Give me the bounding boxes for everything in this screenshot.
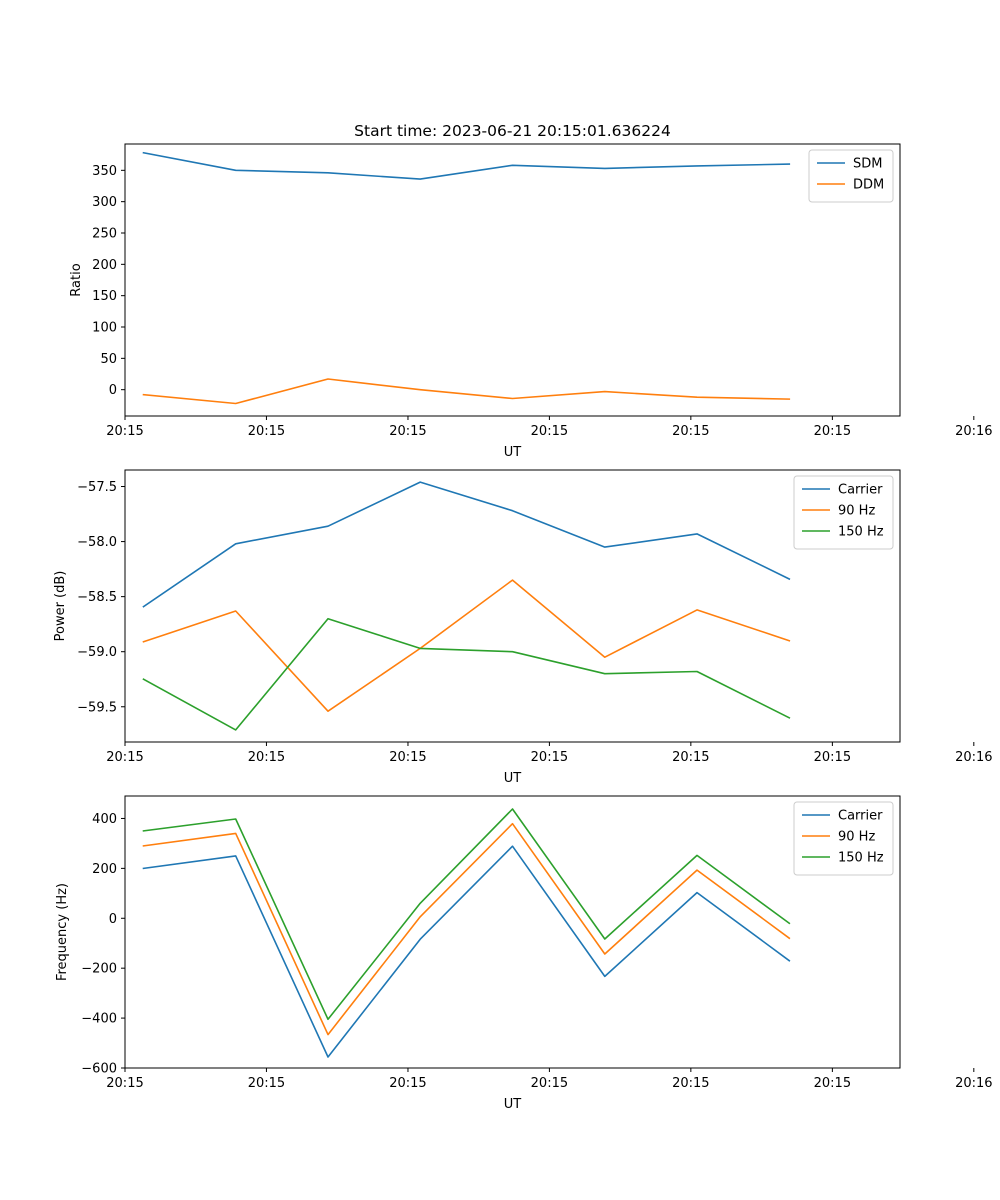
y-tick-label: 200 <box>92 862 117 877</box>
y-tick-label: 300 <box>92 195 117 210</box>
series-line-carrier <box>142 481 791 608</box>
x-tick-label: 20:15 <box>672 1076 709 1091</box>
series-line-carrier <box>142 845 791 1058</box>
chart-panels: 20:15 20:15 20:15 20:15 20:15 20:15 20:16 0 50 10… <box>53 143 993 1112</box>
x-tick-label: 20:15 <box>531 1076 568 1091</box>
legend: SDM DDM <box>808 149 894 203</box>
y-tick-label: −57.5 <box>77 480 117 495</box>
x-tick-label: 20:16 <box>955 424 992 439</box>
x-tick-label: 20:15 <box>389 424 426 439</box>
x-tick-label: 20:16 <box>955 1076 992 1091</box>
legend: Carrier 90 Hz 150 Hz <box>793 801 894 876</box>
figure-title: Start time: 2023-06-21 20:15:01.636224 <box>354 122 671 140</box>
plot-frame <box>124 143 901 417</box>
x-tick-label: 20:15 <box>389 750 426 765</box>
x-tick-label: 20:15 <box>814 750 851 765</box>
series-line-ddm <box>142 378 791 405</box>
plot-frame <box>124 795 901 1069</box>
x-tick-label: 20:15 <box>106 1076 143 1091</box>
x-tick-label: 20:15 <box>248 750 285 765</box>
legend-label: 90 Hz <box>838 504 875 519</box>
x-tick-label: 20:15 <box>672 750 709 765</box>
y-tick-label: −600 <box>81 1062 117 1077</box>
x-axis-label: UT <box>504 771 522 786</box>
y-tick-label: −59.5 <box>77 700 117 715</box>
x-axis-label: UT <box>504 445 522 460</box>
chart-panel-2: 20:15 20:15 20:15 20:15 20:15 20:15 20:16 −59.5… <box>53 469 993 786</box>
y-tick-label: 0 <box>109 383 117 398</box>
y-tick-label: 0 <box>109 912 117 927</box>
series-line-150-hz <box>142 617 791 731</box>
series-group <box>142 808 791 1058</box>
x-axis-label: UT <box>504 1097 522 1112</box>
y-tick-label: −58.5 <box>77 590 117 605</box>
y-tick-label: 250 <box>92 226 117 241</box>
series-line-sdm <box>142 151 791 180</box>
y-tick-label: −200 <box>81 962 117 977</box>
y-tick-label: 50 <box>100 352 117 367</box>
x-tick-label: 20:15 <box>814 1076 851 1091</box>
series-line-90-hz <box>142 822 791 1036</box>
y-axis-label: Power (dB) <box>53 571 68 642</box>
x-tick-label: 20:15 <box>672 424 709 439</box>
x-tick-label: 20:15 <box>531 424 568 439</box>
plot-frame <box>124 469 901 743</box>
chart-panel-3: 20:15 20:15 20:15 20:15 20:15 20:15 20:16 −600 −… <box>55 795 993 1112</box>
legend-label: SDM <box>853 157 882 172</box>
x-tick-label: 20:15 <box>814 424 851 439</box>
chart-panel-1: 20:15 20:15 20:15 20:15 20:15 20:15 20:16 0 50 10… <box>69 143 993 460</box>
x-tick-label: 20:16 <box>955 750 992 765</box>
legend-label: DDM <box>853 178 884 193</box>
y-tick-label: −59.0 <box>77 645 117 660</box>
legend-label: 90 Hz <box>838 830 875 845</box>
x-tick-label: 20:15 <box>248 424 285 439</box>
y-tick-label: −400 <box>81 1012 117 1027</box>
series-line-150-hz <box>142 808 791 1021</box>
y-tick-label: −58.0 <box>77 535 117 550</box>
x-tick-label: 20:15 <box>389 1076 426 1091</box>
y-tick-label: 400 <box>92 812 117 827</box>
x-tick-label: 20:15 <box>248 1076 285 1091</box>
y-tick-label: 350 <box>92 164 117 179</box>
x-tick-label: 20:15 <box>106 424 143 439</box>
series-line-90-hz <box>142 579 791 713</box>
legend: Carrier 90 Hz 150 Hz <box>793 475 894 550</box>
series-group <box>142 151 791 405</box>
legend-label: Carrier <box>838 809 883 824</box>
y-tick-label: 150 <box>92 289 117 304</box>
y-axis-label: Frequency (Hz) <box>55 883 70 981</box>
x-tick-label: 20:15 <box>531 750 568 765</box>
series-group <box>142 481 791 731</box>
legend-label: Carrier <box>838 483 883 498</box>
y-axis-label: Ratio <box>69 263 84 296</box>
legend-label: 150 Hz <box>838 525 884 540</box>
y-tick-label: 200 <box>92 258 117 273</box>
x-tick-label: 20:15 <box>106 750 143 765</box>
y-tick-label: 100 <box>92 321 117 336</box>
legend-label: 150 Hz <box>838 851 884 866</box>
